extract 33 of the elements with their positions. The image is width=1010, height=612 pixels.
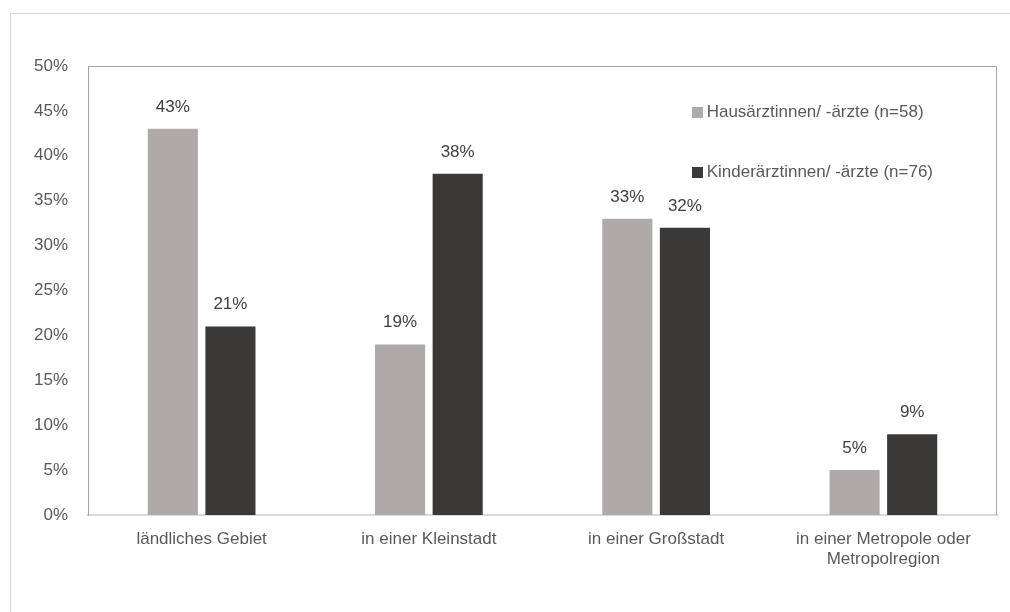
y-tick-label: 10% (33, 414, 68, 434)
bar (375, 344, 426, 515)
bar (432, 173, 483, 515)
y-tick-label: 50% (33, 55, 68, 75)
data-label: 9% (899, 402, 925, 422)
y-tick-label: 35% (33, 190, 68, 210)
y-tick-label: 30% (33, 235, 68, 255)
x-tick-label: in einer Großstadt (588, 528, 725, 548)
bar (147, 128, 198, 515)
data-label: 19% (383, 312, 418, 332)
y-tick-label: 0% (43, 504, 68, 524)
y-tick-label: 40% (33, 145, 68, 165)
data-label: 38% (440, 141, 475, 161)
y-tick-label: 25% (33, 280, 68, 300)
y-tick-label: 20% (33, 325, 68, 345)
legend-label: Kinderärztinnen/ -ärzte (n=76) (706, 162, 933, 182)
x-tick-label: ländliches Gebiet (136, 528, 268, 548)
data-label: 33% (610, 186, 645, 206)
y-tick-label: 45% (33, 100, 68, 120)
bar (887, 434, 938, 515)
legend-label: Hausärztinnen/ -ärzte (n=58) (706, 102, 924, 122)
bar (829, 470, 880, 515)
y-tick-label: 5% (43, 459, 68, 479)
bar (602, 218, 653, 515)
data-label: 43% (155, 96, 190, 116)
data-label: 32% (667, 195, 702, 215)
bar (659, 227, 710, 515)
data-label: 21% (213, 294, 248, 314)
data-label: 5% (842, 438, 867, 458)
x-tick-label: in einer Metropole oder Metropolregion (795, 528, 972, 569)
x-tick-label: in einer Kleinstadt (361, 528, 497, 548)
bar (205, 326, 256, 515)
y-tick-label: 15% (33, 369, 68, 389)
